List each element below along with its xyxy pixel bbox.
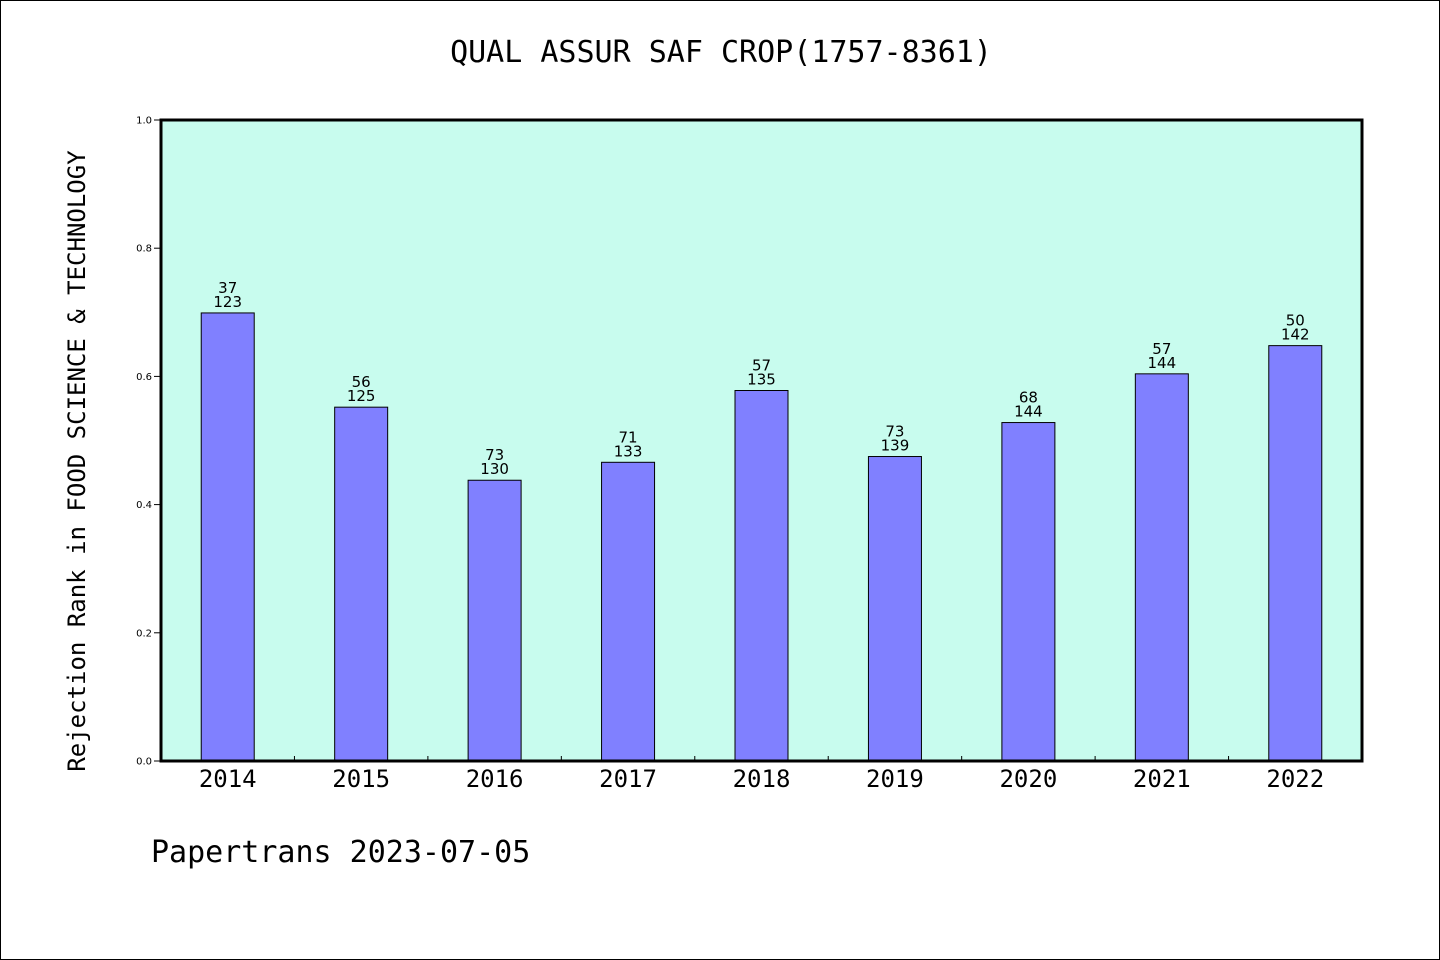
footer-credit: Papertrans 2023-07-05 bbox=[151, 835, 531, 870]
bar-2017 bbox=[601, 461, 656, 762]
y-tick-label: 0.6 bbox=[136, 372, 152, 383]
bar-label-top: 73 bbox=[885, 423, 904, 441]
chart-title: QUAL ASSUR SAF CROP(1757-8361) bbox=[450, 35, 992, 70]
y-tick-label: 1.0 bbox=[136, 116, 152, 127]
bar-label-bottom: 144 bbox=[1148, 354, 1177, 372]
bar-2016 bbox=[467, 479, 522, 762]
bar-label-top: 57 bbox=[752, 357, 771, 375]
plot-frame bbox=[159, 118, 1364, 763]
bar-2020 bbox=[1001, 422, 1056, 762]
bar-label-top: 50 bbox=[1286, 312, 1305, 330]
bar-label-top: 71 bbox=[619, 428, 638, 446]
bar-2018 bbox=[734, 390, 789, 762]
x-tick-label: 2020 bbox=[999, 765, 1057, 793]
x-tick-label: 2015 bbox=[332, 765, 390, 793]
bar-2014 bbox=[200, 312, 255, 762]
bar-label-bottom: 130 bbox=[480, 460, 509, 478]
bar-2019 bbox=[867, 456, 922, 762]
x-tick-label: 2018 bbox=[733, 765, 791, 793]
bar-2021 bbox=[1134, 373, 1189, 762]
bar-label-top: 68 bbox=[1019, 389, 1038, 407]
x-tick-label: 2019 bbox=[866, 765, 924, 793]
bar-label-top: 37 bbox=[218, 279, 237, 297]
x-tick-label: 2022 bbox=[1266, 765, 1324, 793]
x-tick-label: 2014 bbox=[199, 765, 257, 793]
bar-label-bottom: 123 bbox=[213, 293, 242, 311]
bar-label-top: 73 bbox=[485, 446, 504, 464]
x-tick-label: 2017 bbox=[599, 765, 657, 793]
bar-2022 bbox=[1268, 345, 1323, 762]
x-tick-label: 2016 bbox=[466, 765, 524, 793]
y-tick-label: 0.8 bbox=[136, 244, 152, 255]
bar-label-bottom: 135 bbox=[747, 371, 776, 389]
x-tick-label: 2021 bbox=[1133, 765, 1191, 793]
y-tick-label: 0.0 bbox=[136, 757, 152, 768]
bar-label-bottom: 133 bbox=[614, 442, 643, 460]
y-tick-label: 0.2 bbox=[136, 628, 152, 639]
bar-label-bottom: 142 bbox=[1281, 326, 1310, 344]
bar-2015 bbox=[334, 406, 389, 762]
bar-label-top: 56 bbox=[352, 373, 371, 391]
bar-label-top: 57 bbox=[1152, 340, 1171, 358]
y-tick-label: 0.4 bbox=[136, 500, 152, 511]
bar-label-bottom: 125 bbox=[347, 387, 376, 405]
bar-label-bottom: 144 bbox=[1014, 403, 1043, 421]
bar-label-bottom: 139 bbox=[881, 437, 910, 455]
